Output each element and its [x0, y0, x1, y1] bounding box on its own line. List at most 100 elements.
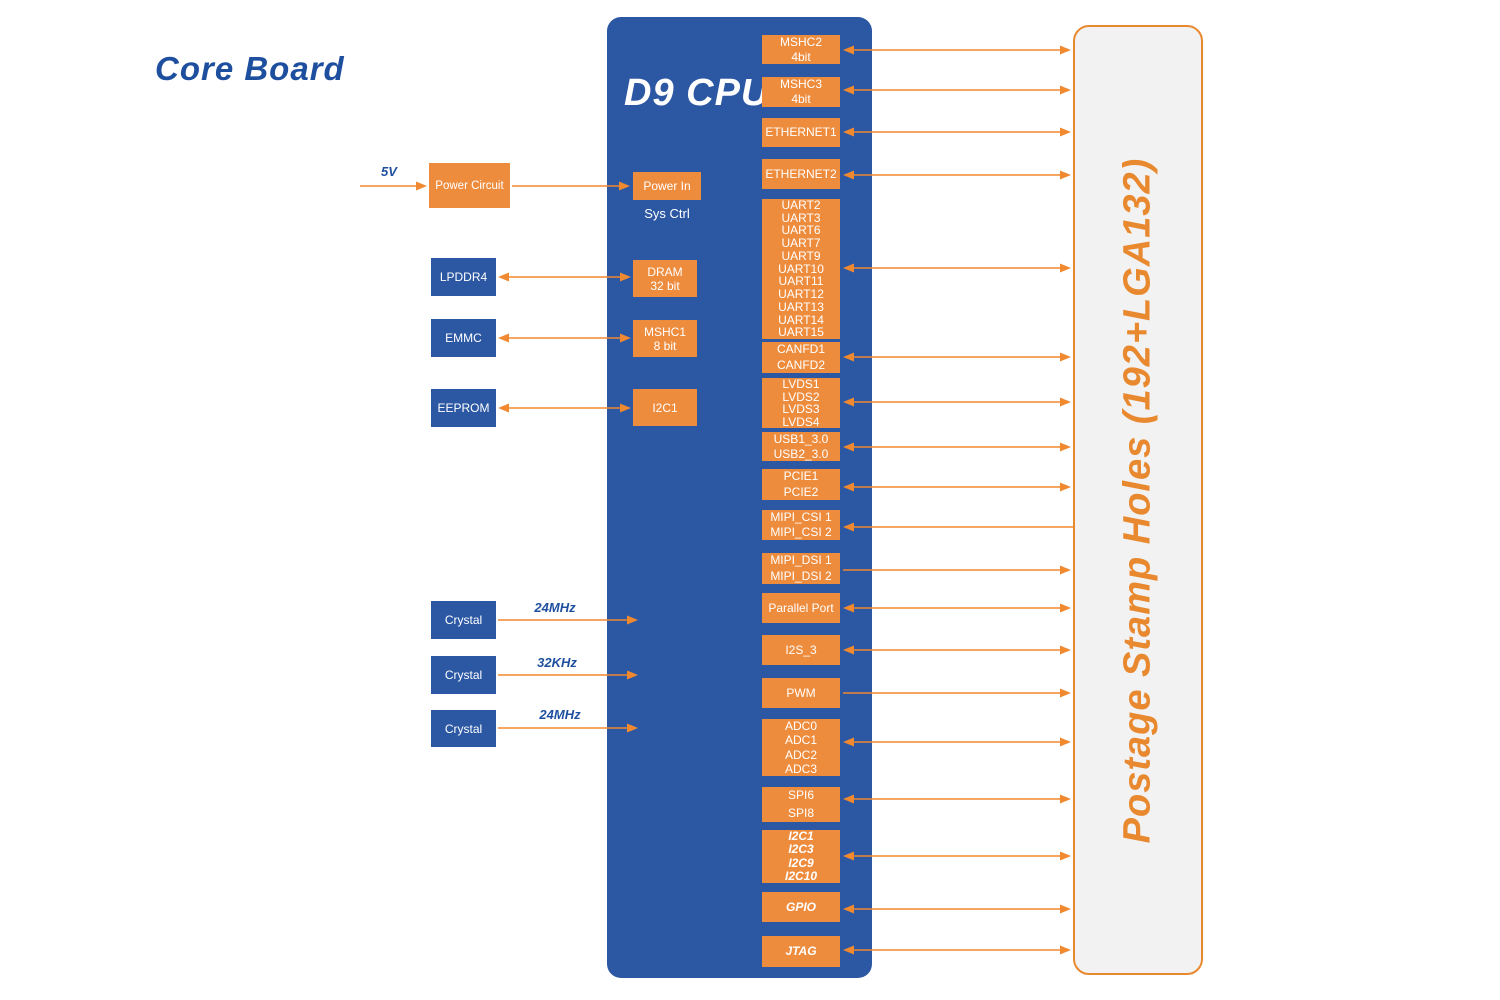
cpu-mshc1-block: MSHC1 8 bit	[633, 320, 697, 357]
cpu-i2c1-block: I2C1	[633, 389, 697, 426]
cpu-port-parallel-port-label: Parallel Port	[768, 601, 834, 615]
arrow-ethernet2-to-column	[843, 170, 1071, 180]
cpu-power-in-label: Power In	[643, 179, 691, 193]
arrow-i2c-group-to-column	[843, 851, 1071, 861]
cpu-port-pcie-label: PCIE1	[783, 469, 819, 483]
cpu-port-canfd: CANFD1 CANFD2	[762, 342, 840, 373]
arrow-mshc3-to-column	[843, 85, 1071, 95]
cpu-dram-block: DRAM 32 bit	[633, 260, 697, 297]
cpu-port-uart-label: UART3	[781, 210, 821, 225]
arrow-canfd-to-column	[843, 352, 1071, 362]
cpu-port-pcie: PCIE1 PCIE2	[762, 469, 840, 500]
cpu-port-i2c-group-label: I2C10	[784, 868, 818, 883]
cpu-port-uart-label: UART10	[778, 261, 824, 276]
cpu-port-adc-label: ADC0	[784, 719, 817, 733]
cpu-port-lvds: LVDS1 LVDS2 LVDS3 LVDS4	[762, 378, 840, 428]
cpu-port-pwm: PWM	[762, 678, 840, 708]
cpu-port-i2c-group-label: I2C3	[788, 842, 814, 857]
cpu-port-uart-label: UART15	[778, 325, 824, 340]
arrow-i2s-3-to-column	[843, 645, 1071, 655]
cpu-mshc1-label: 8 bit	[653, 338, 677, 353]
arrow-pcie-to-column	[843, 482, 1071, 492]
cpu-port-lvds-label: LVDS1	[782, 377, 820, 391]
cpu-port-pcie-label: PCIE2	[783, 484, 819, 499]
arrow-uart-to-column	[843, 263, 1071, 273]
crystal-1-label: Crystal	[444, 613, 483, 627]
cpu-port-i2s-3: I2S_3	[762, 635, 840, 665]
crystal-2-block: Crystal	[431, 656, 496, 694]
cpu-port-i2c-group-label: I2C9	[788, 855, 814, 870]
arrow-mipi-dsi-to-column	[843, 565, 1071, 575]
cpu-port-mshc3: MSHC3 4bit	[762, 77, 840, 107]
cpu-port-mshc2-label: 4bit	[791, 49, 811, 64]
cpu-port-uart-label: UART6	[781, 223, 821, 238]
arrow-adc-to-column	[843, 737, 1071, 747]
cpu-port-i2s-3-label: I2S_3	[785, 643, 817, 657]
arrow-lvds-to-column	[843, 397, 1071, 407]
cpu-port-ethernet2: ETHERNET2	[762, 159, 840, 189]
cpu-port-adc: ADC0 ADC1 ADC2 ADC3	[762, 719, 840, 776]
cpu-port-lvds-label: LVDS4	[782, 414, 820, 429]
arrow-mshc2-to-column	[843, 45, 1071, 55]
arrow-usb-to-column	[843, 442, 1071, 452]
page-title: Core Board	[155, 50, 345, 87]
cpu-port-gpio: GPIO	[762, 892, 840, 922]
cpu-dram-label: 32 bit	[650, 278, 680, 293]
cpu-port-uart-label: UART11	[778, 274, 824, 289]
cpu-port-mipi-csi: MIPI_CSI 1 MIPI_CSI 2	[762, 510, 840, 540]
cpu-port-ethernet2-label: ETHERNET2	[765, 167, 837, 181]
emmc-label: EMMC	[445, 331, 482, 345]
cpu-port-spi-label: SPI8	[787, 805, 814, 820]
cpu-port-ethernet1: ETHERNET1	[762, 118, 840, 147]
cpu-port-jtag-label: JTAG	[785, 944, 817, 958]
arrow-mipi-csi-to-column	[843, 522, 1073, 532]
cpu-port-mshc2-label: MSHC2	[779, 35, 822, 49]
arrow-parallel-port-to-column	[843, 603, 1071, 613]
cpu-title: D9 CPU	[624, 72, 770, 114]
arrow-gpio-to-column	[843, 904, 1071, 914]
eeprom-block: EEPROM	[431, 389, 496, 427]
cpu-port-mshc2: MSHC2 4bit	[762, 35, 840, 64]
eeprom-label: EEPROM	[437, 401, 490, 415]
arrow-label-crystal-2-clock: 32KHz	[537, 655, 577, 670]
cpu-port-uart-label: UART2	[781, 197, 821, 212]
arrow-5v-input	[360, 181, 427, 191]
cpu-port-uart-label: UART12	[778, 287, 824, 302]
cpu-port-canfd-label: CANFD2	[776, 357, 825, 372]
cpu-port-usb: USB1_3.0 USB2_3.0	[762, 432, 840, 461]
cpu-dram-label: DRAM	[647, 264, 683, 279]
postage-stamp-holes-column: Postage Stamp Holes (192+LGA132)	[1073, 25, 1203, 975]
cpu-port-mshc3-label: MSHC3	[779, 77, 822, 91]
cpu-port-mipi-dsi-label: MIPI_DSI 2	[770, 568, 832, 583]
sys-ctrl-label: Sys Ctrl	[644, 206, 690, 221]
cpu-port-i2c-group: I2C1 I2C3 I2C9 I2C10	[762, 829, 840, 883]
crystal-2-label: Crystal	[444, 668, 483, 682]
cpu-port-usb-label: USB1_3.0	[773, 432, 829, 446]
cpu-port-ethernet1-label: ETHERNET1	[765, 125, 837, 139]
cpu-port-jtag: JTAG	[762, 936, 840, 967]
lpddr4-block: LPDDR4	[431, 258, 496, 296]
crystal-1-block: Crystal	[431, 601, 496, 639]
cpu-port-lvds-label: LVDS3	[782, 402, 820, 416]
arrow-jtag-to-column	[843, 945, 1071, 955]
cpu-port-adc-label: ADC3	[784, 761, 817, 776]
cpu-port-mipi-csi-label: MIPI_CSI 1	[770, 510, 832, 524]
cpu-port-uart-label: UART14	[778, 312, 824, 327]
postage-stamp-holes-label: Postage Stamp Holes (192+LGA132)	[1116, 157, 1159, 843]
cpu-port-mipi-dsi-label: MIPI_DSI 1	[770, 553, 832, 567]
cpu-port-usb-label: USB2_3.0	[773, 446, 829, 461]
cpu-port-adc-label: ADC1	[784, 733, 817, 748]
cpu-port-uart-label: UART7	[781, 236, 821, 251]
cpu-port-mipi-csi-label: MIPI_CSI 2	[770, 525, 832, 539]
crystal-3-label: Crystal	[444, 721, 483, 736]
arrow-label-crystal-1-clock: 24MHz	[534, 600, 576, 615]
cpu-port-lvds-label: LVDS2	[782, 389, 820, 404]
cpu-power-in-block: Power In	[633, 172, 701, 200]
cpu-port-canfd-label: CANFD1	[776, 342, 825, 356]
arrow-label-5v-input: 5V	[381, 164, 397, 179]
cpu-port-pwm-label: PWM	[786, 686, 816, 700]
cpu-port-parallel-port: Parallel Port	[762, 593, 840, 623]
arrow-ethernet1-to-column	[843, 127, 1071, 137]
arrow-spi-to-column	[843, 794, 1071, 804]
